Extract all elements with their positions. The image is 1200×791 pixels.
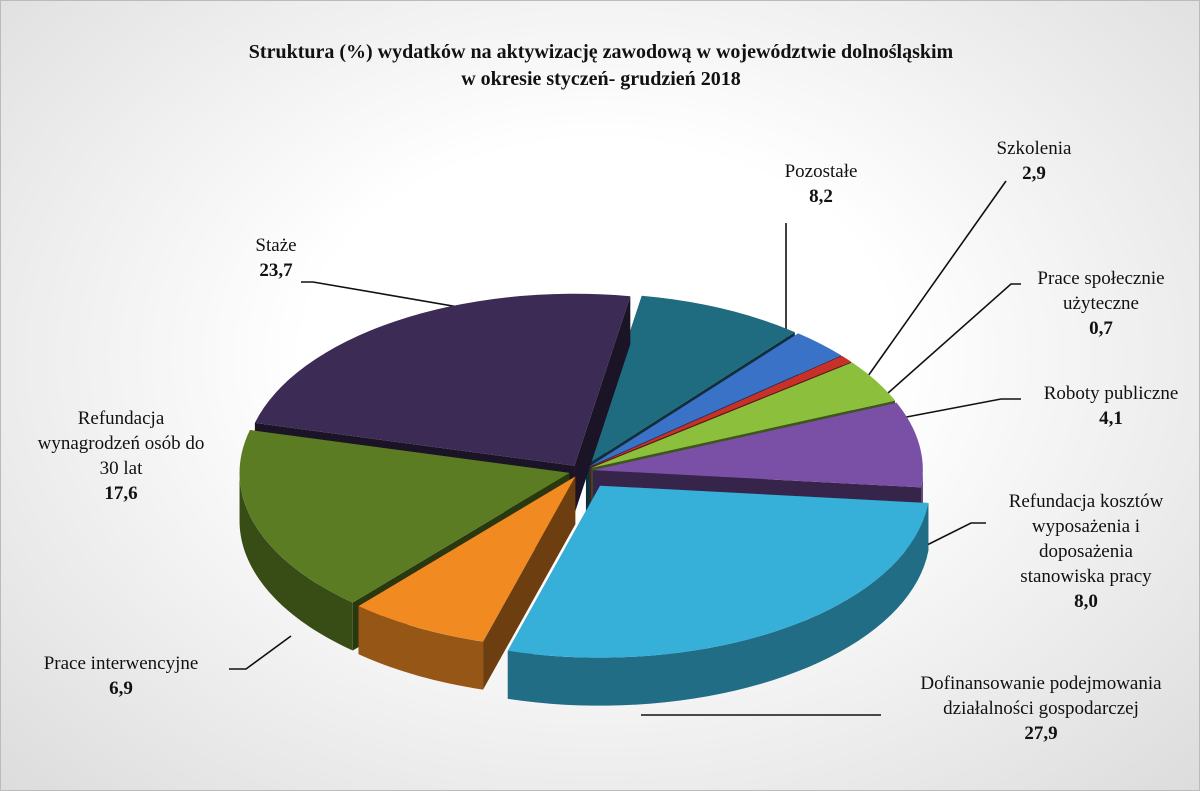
slice-label: Prace interwencyjne 6,9 [44, 651, 199, 701]
slice-side [358, 606, 484, 690]
slice-label: Dofinansowanie podejmowania działalności… [920, 671, 1161, 746]
leader-line [878, 283, 1021, 402]
slice [589, 333, 842, 467]
value-label: 2,9 [1022, 163, 1046, 184]
slice-label: Staże 23,7 [255, 233, 296, 283]
slice-wall [574, 296, 631, 514]
slice [254, 293, 631, 466]
leader-line [301, 281, 512, 317]
slice [592, 402, 923, 488]
slice [358, 476, 576, 642]
slice-side [507, 503, 929, 706]
leader-line [910, 522, 986, 554]
category-label: Refundacja wynagrodzeń osób do 30 lat [37, 408, 205, 479]
slice [507, 485, 929, 658]
slice [585, 295, 795, 466]
slice-side [239, 472, 353, 651]
slice-label: Roboty publiczne 4,1 [1044, 381, 1179, 431]
category-label: Staże [255, 235, 297, 256]
category-label: Szkolenia [996, 138, 1072, 159]
category-label: Pozostałe [784, 161, 858, 182]
leader-line [855, 180, 1007, 394]
slice [358, 476, 576, 690]
value-label: 23,7 [259, 260, 293, 281]
category-label: Refundacja kosztów wyposażenia i doposaż… [1008, 491, 1164, 587]
slice-label: Prace społecznie użyteczne 0,7 [1037, 266, 1164, 341]
pie [239, 293, 929, 706]
leader-line [229, 635, 292, 670]
value-label: 17,6 [104, 483, 138, 504]
value-label: 0,7 [1089, 318, 1113, 339]
value-label: 27,9 [1024, 723, 1058, 744]
chart-title: Struktura (%) wydatków na aktywizację za… [248, 41, 954, 90]
category-label: Roboty publiczne [1043, 383, 1179, 404]
slice-label: Szkolenia 2,9 [997, 136, 1072, 186]
value-label: 6,9 [109, 678, 133, 699]
slice [507, 485, 929, 706]
value-label: 4,1 [1099, 408, 1123, 429]
category-label: Prace społecznie użyteczne [1037, 268, 1165, 314]
value-label: 8,2 [809, 186, 833, 207]
leader-line [895, 398, 1021, 420]
category-label: Dofinansowanie podejmowania działalności… [920, 673, 1162, 719]
value-label: 8,0 [1074, 591, 1098, 612]
slice-label: Pozostałe 8,2 [785, 159, 858, 209]
category-label: Prace interwencyjne [43, 653, 199, 674]
slice [239, 430, 570, 603]
slice [591, 362, 896, 468]
slice-label: Refundacja wynagrodzeń osób do 30 lat 17,… [38, 406, 205, 506]
slice [590, 355, 852, 468]
slice-label: Refundacja kosztów wyposażenia i doposaż… [1009, 489, 1164, 614]
leader-lines [229, 180, 1021, 716]
